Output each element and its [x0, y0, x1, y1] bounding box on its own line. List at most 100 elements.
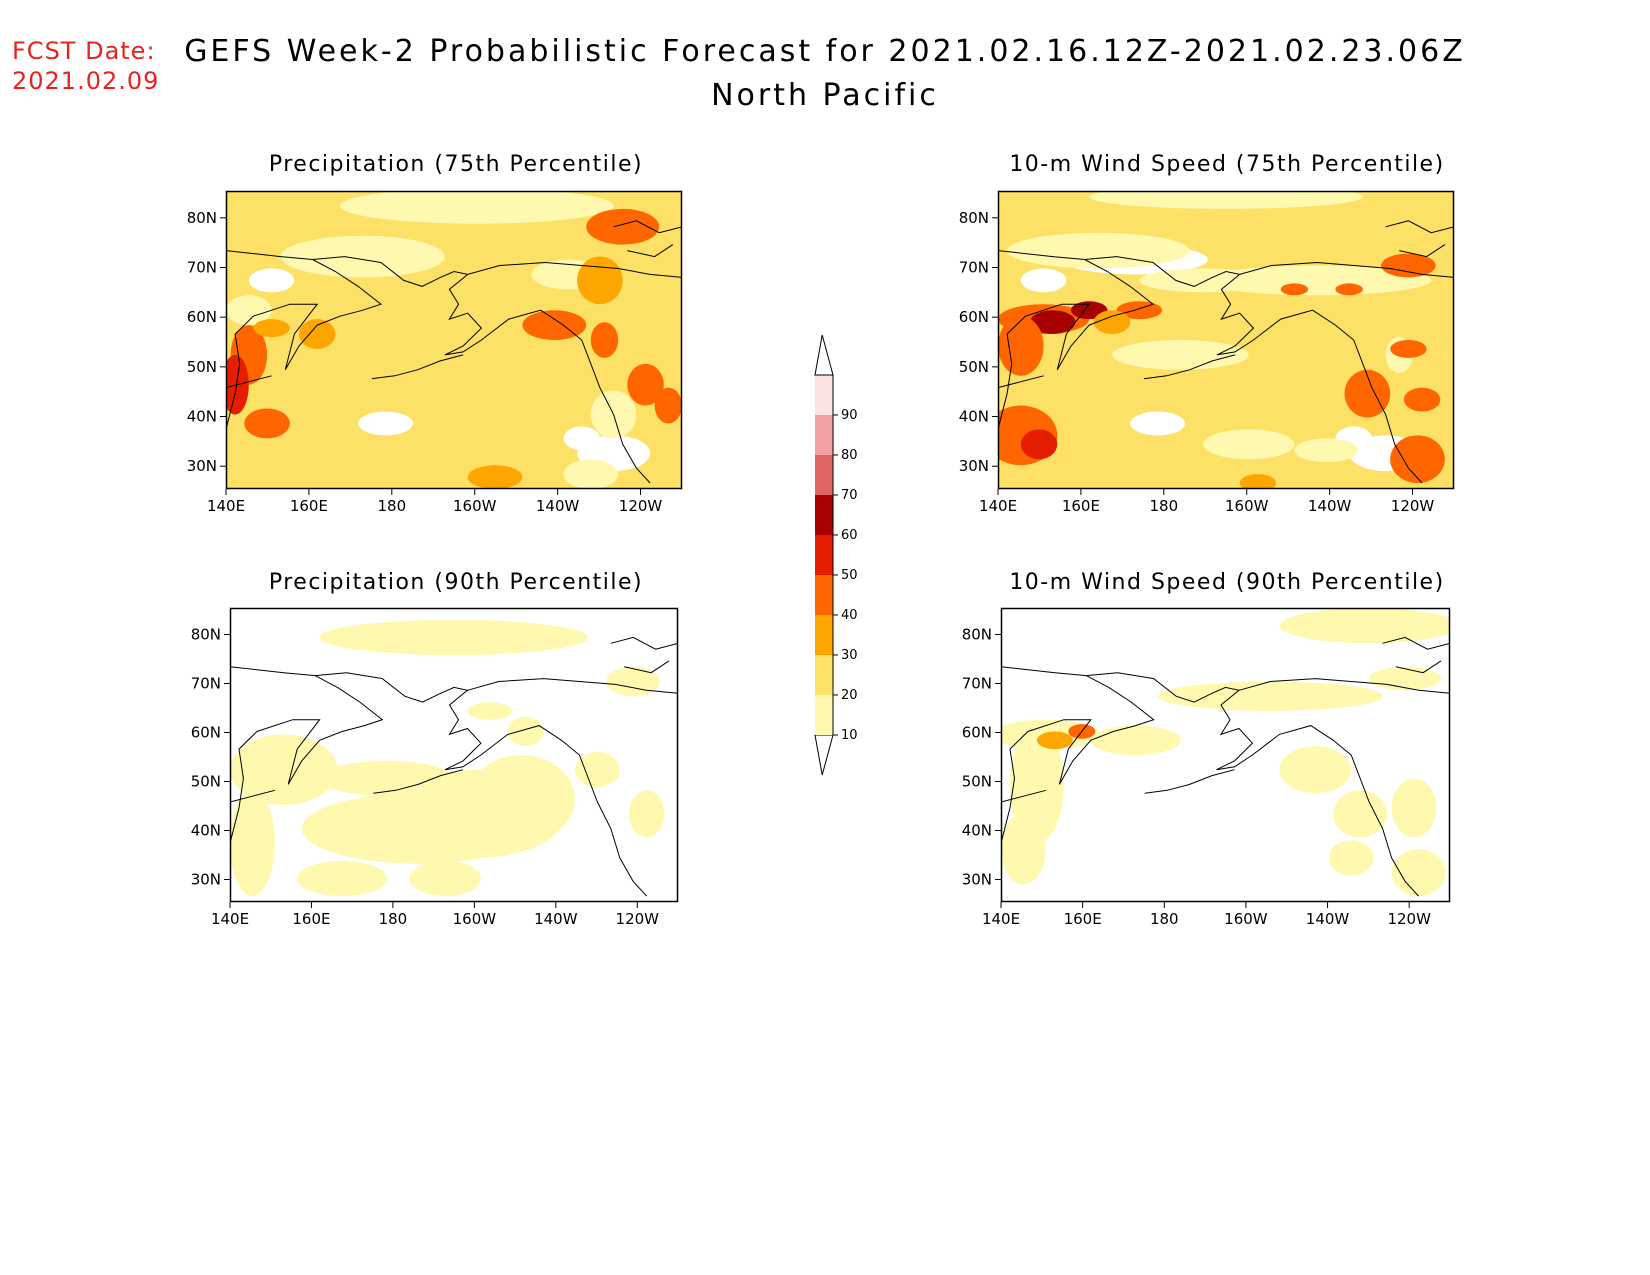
colorbar-lower-tail [814, 734, 834, 776]
contour-region [1203, 429, 1295, 460]
contour-region [280, 235, 445, 278]
contour-region [230, 734, 338, 805]
colorbar-label: 50 [841, 568, 858, 583]
contour-region [226, 354, 249, 415]
contour-region [1203, 265, 1432, 296]
contour-region [1112, 340, 1249, 370]
coastline-russia [1001, 666, 1155, 844]
lat-tick-label: 80N [962, 625, 992, 643]
contour-region-blank [248, 268, 295, 293]
coastline-aleutian [373, 769, 464, 794]
contour-region [586, 208, 660, 245]
contour-region [574, 752, 620, 788]
contour-region [1020, 429, 1058, 460]
contour-region [1403, 387, 1441, 412]
colorbar-label: 10 [841, 728, 858, 743]
contour-region [253, 319, 290, 338]
contour-region [507, 716, 544, 747]
coastline-russia [230, 666, 384, 844]
contour-region-blank [358, 411, 413, 436]
lon-tick-label: 140E [982, 910, 1020, 928]
colorbar: 10 20 30 40 50 60 70 80 90 [814, 334, 858, 776]
colorbar-label: 70 [841, 488, 858, 503]
lat-tick-label: 60N [187, 308, 217, 326]
contour-region [1158, 681, 1383, 711]
lon-tick-label: 120W [1387, 910, 1431, 928]
forecast-date-value: 2021.02.09 [12, 67, 160, 95]
lon-tick-label: 160E [290, 497, 328, 515]
lat-tick-label: 60N [959, 308, 989, 326]
contour-region [628, 790, 665, 838]
contour-region [563, 459, 619, 489]
contour-region [606, 666, 661, 697]
lat-tick-label: 30N [959, 457, 989, 475]
lat-tick-label: 30N [962, 871, 992, 889]
contour-region [522, 310, 587, 340]
lon-tick-label: 140W [536, 497, 580, 515]
lon-tick-label: 140E [207, 497, 245, 515]
map-panel-precip75: 140E 160E 180 160W 140W 120W 80N 70N 60N 50N 40N 30… [187, 190, 683, 515]
lat-tick-label: 60N [962, 723, 992, 741]
map-background [1001, 608, 1450, 902]
lat-tick-label: 50N [191, 772, 221, 790]
lon-tick-label: 180 [379, 910, 408, 928]
colorbar-segment [815, 535, 833, 575]
coastline-islands [1382, 636, 1450, 650]
colorbar-label: 40 [841, 608, 858, 623]
contour-region [1089, 191, 1363, 209]
lat-tick-label: 70N [191, 674, 221, 692]
lon-tick-label: 140W [1308, 497, 1352, 515]
lat-tick-label: 80N [191, 625, 221, 643]
contour-region [1294, 438, 1359, 463]
colorbar-segment [815, 695, 833, 735]
forecast-date-block: FCST Date: 2021.02.09 [12, 36, 159, 96]
page-subtitle: North Pacific [711, 78, 939, 113]
map-panel-precip90: 140E 160E 180 160W 140W 120W 80N 70N 60N 50N 40N 30… [191, 607, 679, 928]
contour-region [1280, 283, 1309, 296]
lon-tick-label: 160W [1224, 910, 1268, 928]
contour-region [230, 790, 275, 897]
coastline-alaska [1084, 256, 1423, 484]
contour-region [1029, 310, 1076, 335]
coastline-alaska [315, 672, 647, 897]
coastline-islands2 [624, 660, 670, 674]
colorbar-label: 30 [841, 648, 858, 663]
lat-tick-label: 30N [187, 457, 217, 475]
coastline-alaska [1086, 672, 1419, 897]
contour-region [319, 619, 589, 656]
panel-title-wind90: 10-m Wind Speed (90th Percentile) [1009, 570, 1445, 595]
colorbar-segment [815, 495, 833, 535]
colorbar-label: 90 [841, 408, 858, 423]
contour-region [1279, 608, 1450, 644]
contour-region [1344, 369, 1391, 418]
contour-region [1391, 778, 1437, 838]
contour-region [298, 319, 336, 349]
contour-region [1093, 310, 1131, 335]
contour-region [1001, 813, 1046, 885]
colorbar-label: 60 [841, 528, 858, 543]
coastline-alaska [312, 256, 651, 484]
coastline-kuril [1001, 789, 1047, 803]
colorbar-segment [815, 655, 833, 695]
contour-region [627, 363, 664, 406]
coastline-islands2 [1399, 244, 1446, 258]
contour-region [1333, 790, 1388, 838]
coastline-arctic [1238, 678, 1450, 694]
lon-tick-label: 160W [453, 910, 497, 928]
lon-tick-label: 160W [453, 497, 497, 515]
contour-region [654, 387, 682, 424]
lat-tick-label: 40N [959, 408, 989, 426]
lat-tick-label: 70N [962, 674, 992, 692]
colorbar-segment [815, 575, 833, 615]
forecast-date-label: FCST Date: [12, 37, 156, 65]
lat-tick-label: 60N [191, 723, 221, 741]
contour-region [1369, 666, 1442, 691]
contour-region [467, 465, 523, 489]
lat-tick-label: 40N [187, 408, 217, 426]
lon-tick-label: 160E [1064, 910, 1102, 928]
coastline-arctic [467, 678, 678, 694]
contour-region [1116, 301, 1163, 320]
lon-tick-label: 120W [616, 910, 660, 928]
contour-region [1391, 849, 1446, 897]
contour-region [1390, 435, 1445, 484]
